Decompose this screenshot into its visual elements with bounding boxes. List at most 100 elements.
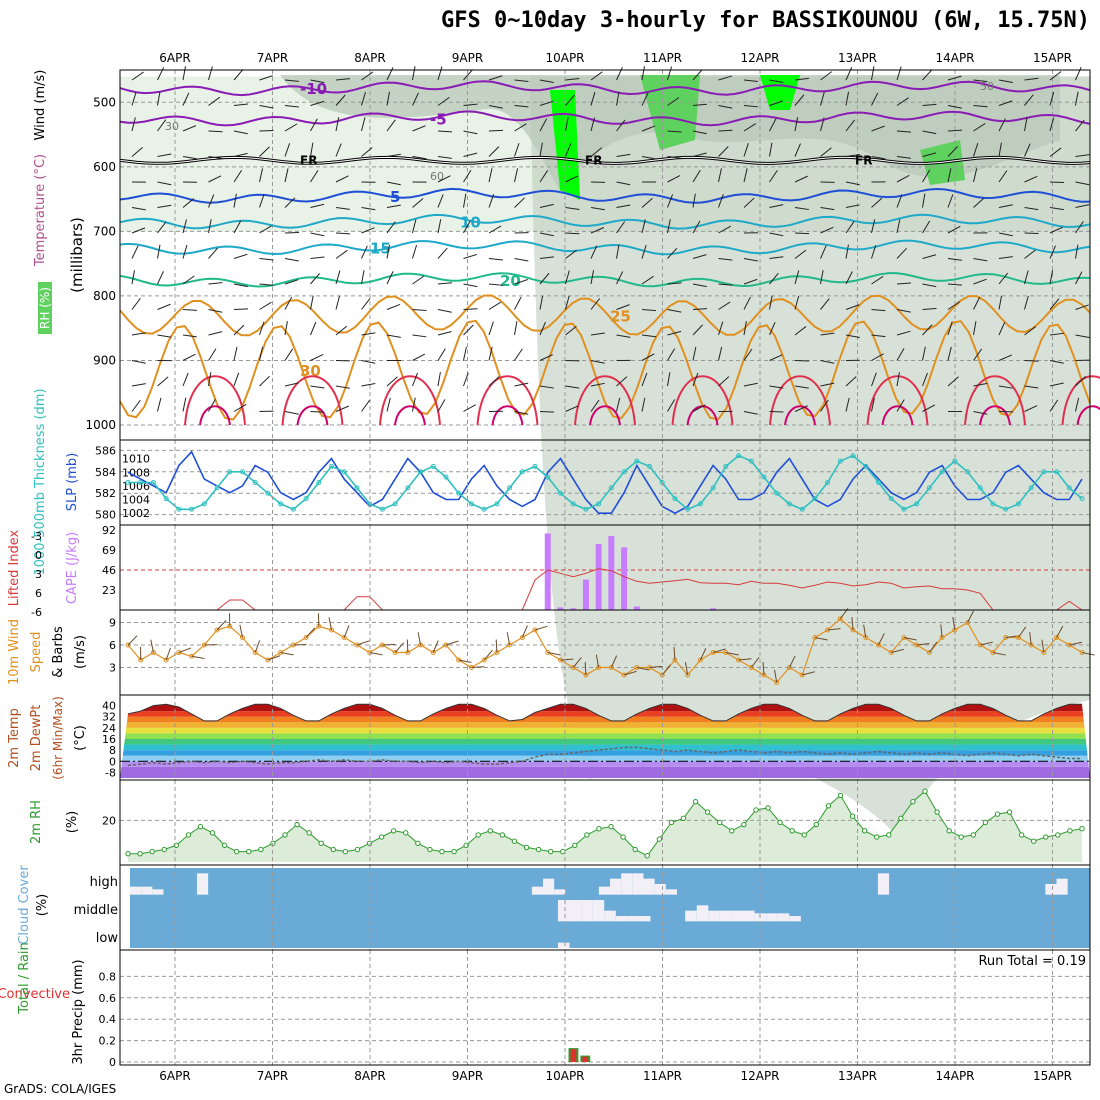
wind-barb: [769, 256, 784, 259]
wind-barb: [769, 142, 773, 157]
rh2m-point: [813, 821, 820, 828]
wind-barb: [871, 245, 877, 259]
wind-barb: [335, 143, 342, 157]
rh2m-point: [197, 823, 204, 830]
wind-barb: [386, 271, 394, 285]
top-date-label: 7APR: [257, 51, 288, 65]
wind-barb: [259, 321, 265, 336]
wind-barb: [623, 670, 637, 676]
wind-barb: [233, 103, 248, 106]
rh2m-point: [487, 828, 493, 834]
wind-barb: [386, 181, 401, 186]
wind-barb: [254, 640, 261, 653]
wind-barb: [488, 301, 502, 310]
series-point: [863, 463, 869, 469]
wind-barb: [878, 633, 885, 646]
wind-barb: [157, 181, 172, 186]
wind-barb: [896, 309, 911, 313]
wind-barb: [794, 94, 805, 106]
wind-barb: [769, 385, 784, 389]
rh2m-point: [342, 848, 349, 855]
series-point: [507, 485, 513, 491]
wind-barb: [973, 143, 979, 157]
wind-barb: [871, 92, 879, 106]
wind-barb: [127, 635, 138, 646]
wind-barb: [851, 617, 854, 631]
wind-barb: [769, 204, 784, 208]
wind-barb: [641, 156, 656, 160]
wind-barb: [641, 275, 654, 285]
cloud-cell: [152, 889, 164, 895]
wind-barb: [1075, 66, 1082, 81]
wind-barb: [488, 321, 494, 336]
rh2m-point: [209, 830, 216, 836]
wind-barb: [922, 103, 937, 106]
wind-barb: [412, 198, 424, 208]
rh2m-point: [1067, 828, 1073, 834]
cloud-cell: [557, 942, 570, 948]
wind-barb: [692, 254, 707, 259]
series-point: [405, 485, 411, 491]
wind-barb: [871, 197, 883, 208]
panel-frame: [119, 949, 1091, 1066]
cape-bar: [621, 547, 628, 610]
wind-barb: [616, 181, 631, 186]
wind-barb: [743, 348, 753, 361]
y-axis-label: 3hr Precip (mm): [71, 959, 86, 1064]
wind-barb: [284, 79, 299, 82]
temperature-contour-hottest: [784, 405, 816, 426]
wind-barb: [1049, 382, 1064, 387]
cloud-cell: [777, 913, 790, 922]
wind-barb: [641, 197, 653, 208]
wind-barb: [445, 640, 459, 646]
bottom-date-label: 11APR: [643, 1069, 682, 1083]
series-point: [290, 506, 296, 512]
cloud-cell: [196, 873, 209, 895]
y-tick-label: 24: [102, 722, 116, 735]
wind-barb: [845, 204, 860, 208]
temperature-contour: [119, 239, 1091, 256]
wind-barb: [514, 258, 529, 262]
y-axis-label: (m/s): [73, 635, 88, 669]
y-tick-label-right: 92: [102, 524, 116, 537]
wind-barb: [412, 125, 426, 132]
cape-bar: [544, 533, 551, 610]
wind-barb: [131, 245, 139, 259]
wind-barb: [437, 331, 452, 336]
wind-barb: [699, 648, 707, 661]
wind-barb: [488, 146, 500, 157]
wind-barb: [565, 117, 569, 132]
series-point: [481, 506, 487, 512]
wind-barb: [565, 295, 570, 310]
wind-barb: [131, 91, 137, 106]
y-axis-label: RH (%): [38, 287, 52, 329]
wind-barb: [896, 247, 907, 259]
wind-barb: [539, 79, 554, 84]
cape-bar: [582, 579, 589, 610]
wind-barb: [412, 372, 419, 387]
wind-barb: [1049, 360, 1064, 364]
wind-barb: [1024, 143, 1031, 157]
wind-speed-point: [532, 627, 538, 633]
wind-barb: [692, 346, 697, 361]
rh2m-point: [1043, 834, 1049, 840]
wind-speed-point: [214, 627, 220, 633]
rh2m-point: [982, 819, 989, 826]
wind-barb: [208, 348, 217, 361]
wind-barb: [463, 372, 469, 387]
wind-barb: [1024, 207, 1039, 211]
wind-barb: [539, 256, 554, 259]
series-point: [786, 501, 792, 507]
series-point: [748, 458, 754, 464]
wind-barb: [616, 204, 631, 208]
series-point: [176, 506, 182, 512]
wind-barb: [641, 397, 646, 412]
wind-barb: [437, 219, 442, 234]
cloud-cell: [654, 884, 666, 895]
wind-barb: [539, 100, 554, 106]
wind-barb: [616, 221, 626, 234]
rh2m-point: [451, 848, 457, 855]
wind-barb: [922, 220, 931, 234]
wind-barb: [463, 308, 478, 310]
wind-barb: [616, 119, 626, 132]
